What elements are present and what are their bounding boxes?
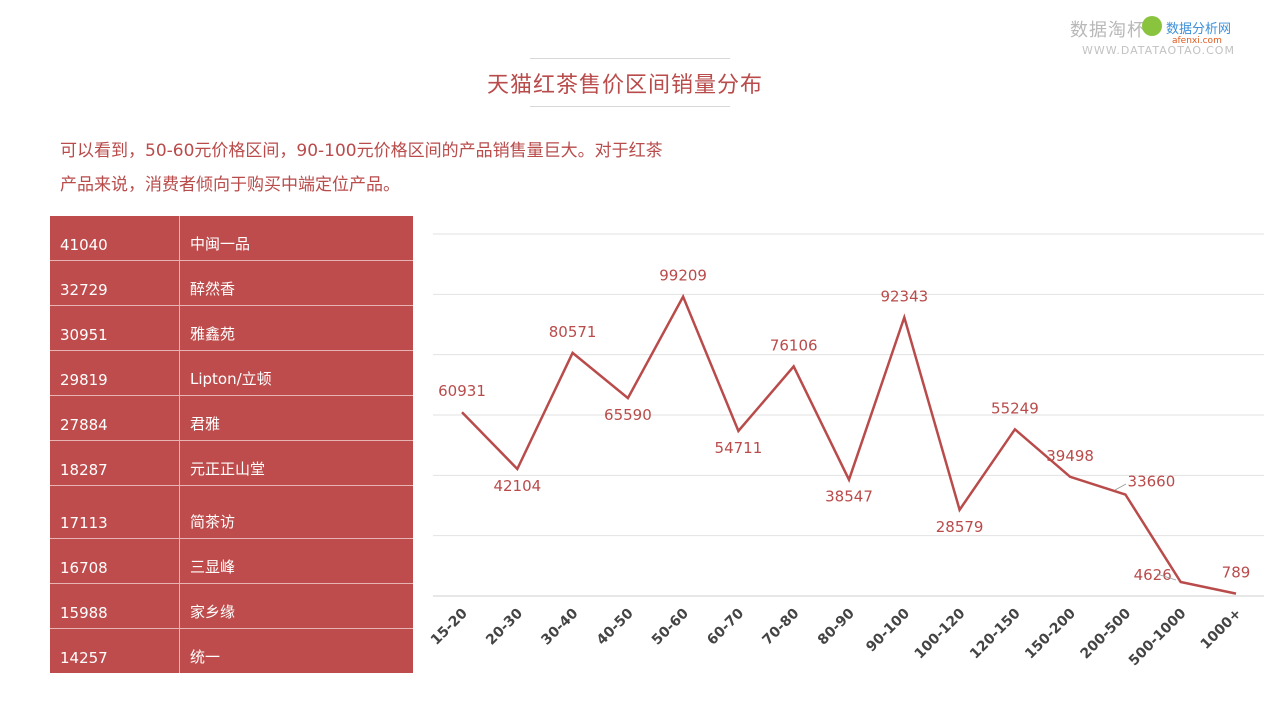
brand-name: 元正正山堂 bbox=[190, 460, 266, 478]
brand-sales-table: 41040 中闽一品 32729 醉然香 30951 雅鑫苑 29819 Lipton/立顿 2… bbox=[50, 216, 413, 673]
data-label: 92343 bbox=[880, 287, 928, 305]
data-label: 39498 bbox=[1046, 447, 1094, 465]
data-label: 80571 bbox=[549, 323, 597, 341]
watermark-brand-url: afenxi.com bbox=[1172, 36, 1222, 46]
series-line bbox=[461, 293, 1237, 595]
brand-sales-value: 17113 bbox=[60, 514, 108, 532]
x-tick-label: 200-500 bbox=[1077, 605, 1134, 662]
description-line-2: 产品来说，消费者倾向于购买中端定位产品。 bbox=[60, 175, 400, 195]
brand-name: 中闽一品 bbox=[190, 235, 251, 253]
x-tick-label: 100-120 bbox=[912, 605, 969, 662]
table-row: 27884 君雅 bbox=[50, 396, 413, 441]
brand-sales-value: 41040 bbox=[60, 236, 108, 254]
data-label: 42104 bbox=[493, 477, 541, 495]
x-tick-label: 90-100 bbox=[863, 605, 913, 655]
data-label: 76106 bbox=[770, 336, 818, 354]
data-label-leader bbox=[1156, 573, 1177, 581]
table-row: 14257 统一 bbox=[50, 629, 413, 673]
title-divider-bottom bbox=[530, 106, 730, 107]
watermark-logo-icon bbox=[1142, 16, 1162, 36]
page-title: 天猫红茶售价区间销量分布 bbox=[486, 73, 763, 98]
x-tick-label: 50-60 bbox=[649, 605, 692, 648]
table-row: 15988 家乡缘 bbox=[50, 584, 413, 629]
data-label: 54711 bbox=[715, 439, 763, 457]
x-tick-label: 20-30 bbox=[483, 605, 526, 648]
page-title-block: 天猫红茶售价区间销量分布 bbox=[460, 58, 790, 107]
table-row: 16708 三显峰 bbox=[50, 539, 413, 584]
brand-name: 君雅 bbox=[190, 415, 221, 433]
brand-sales-value: 16708 bbox=[60, 559, 108, 577]
x-tick-label: 150-200 bbox=[1022, 605, 1079, 662]
description-line-1: 可以看到，50-60元价格区间，90-100元价格区间的产品销售量巨大。对于红茶 bbox=[60, 141, 663, 161]
brand-name: 三显峰 bbox=[190, 558, 236, 576]
brand-name: 家乡缘 bbox=[190, 603, 236, 621]
x-tick-label: 30-40 bbox=[538, 605, 581, 648]
table-column-divider bbox=[179, 216, 180, 673]
brand-name: Lipton/立顿 bbox=[190, 370, 272, 388]
data-label-leader bbox=[1114, 483, 1127, 491]
x-tick-label: 500-1000 bbox=[1126, 605, 1190, 669]
brand-name: 简茶访 bbox=[190, 513, 236, 531]
data-label: 28579 bbox=[936, 518, 984, 536]
watermark-en: WWW.DATATAOTAO.COM bbox=[1082, 44, 1235, 57]
data-label: 60931 bbox=[438, 382, 486, 400]
brand-sales-value: 32729 bbox=[60, 281, 108, 299]
x-tick-label: 40-50 bbox=[594, 605, 637, 648]
table-row: 41040 中闽一品 bbox=[50, 216, 413, 261]
description: 可以看到，50-60元价格区间，90-100元价格区间的产品销售量巨大。对于红茶… bbox=[60, 134, 760, 202]
x-tick-label: 120-150 bbox=[967, 605, 1024, 662]
table-row: 29819 Lipton/立顿 bbox=[50, 351, 413, 396]
brand-sales-value: 27884 bbox=[60, 416, 108, 434]
data-label: 65590 bbox=[604, 406, 652, 424]
data-label: 789 bbox=[1222, 564, 1251, 582]
data-label: 55249 bbox=[991, 399, 1039, 417]
brand-sales-value: 15988 bbox=[60, 604, 108, 622]
table-row: 30951 雅鑫苑 bbox=[50, 306, 413, 351]
table-row: 32729 醉然香 bbox=[50, 261, 413, 306]
title-divider-top bbox=[530, 58, 730, 59]
watermark-cn: 数据淘杯 bbox=[1070, 20, 1146, 41]
x-tick-label: 60-70 bbox=[704, 605, 747, 648]
brand-sales-value: 14257 bbox=[60, 649, 108, 667]
data-label: 4626 bbox=[1134, 566, 1172, 584]
table-row: 17113 简茶访 bbox=[50, 486, 413, 539]
x-tick-label: 1000+ bbox=[1198, 606, 1245, 653]
brand-sales-value: 18287 bbox=[60, 461, 108, 479]
x-tick-label: 80-90 bbox=[815, 605, 858, 648]
data-label: 38547 bbox=[825, 488, 873, 506]
data-label: 99209 bbox=[659, 267, 707, 285]
brand-sales-value: 29819 bbox=[60, 371, 108, 389]
brand-name: 醉然香 bbox=[190, 280, 236, 298]
brand-name: 统一 bbox=[190, 648, 221, 666]
x-tick-label: 15-20 bbox=[428, 605, 471, 648]
table-row: 18287 元正正山堂 bbox=[50, 441, 413, 486]
watermark-brand: 数据分析网 bbox=[1166, 22, 1232, 37]
data-label: 33660 bbox=[1128, 473, 1176, 491]
x-tick-label: 70-80 bbox=[760, 605, 803, 648]
watermark: 数据淘杯 数据分析网 afenxi.com WWW.DATATAOTAO.COM bbox=[1070, 14, 1260, 64]
brand-sales-value: 30951 bbox=[60, 326, 108, 344]
brand-name: 雅鑫苑 bbox=[190, 325, 236, 343]
